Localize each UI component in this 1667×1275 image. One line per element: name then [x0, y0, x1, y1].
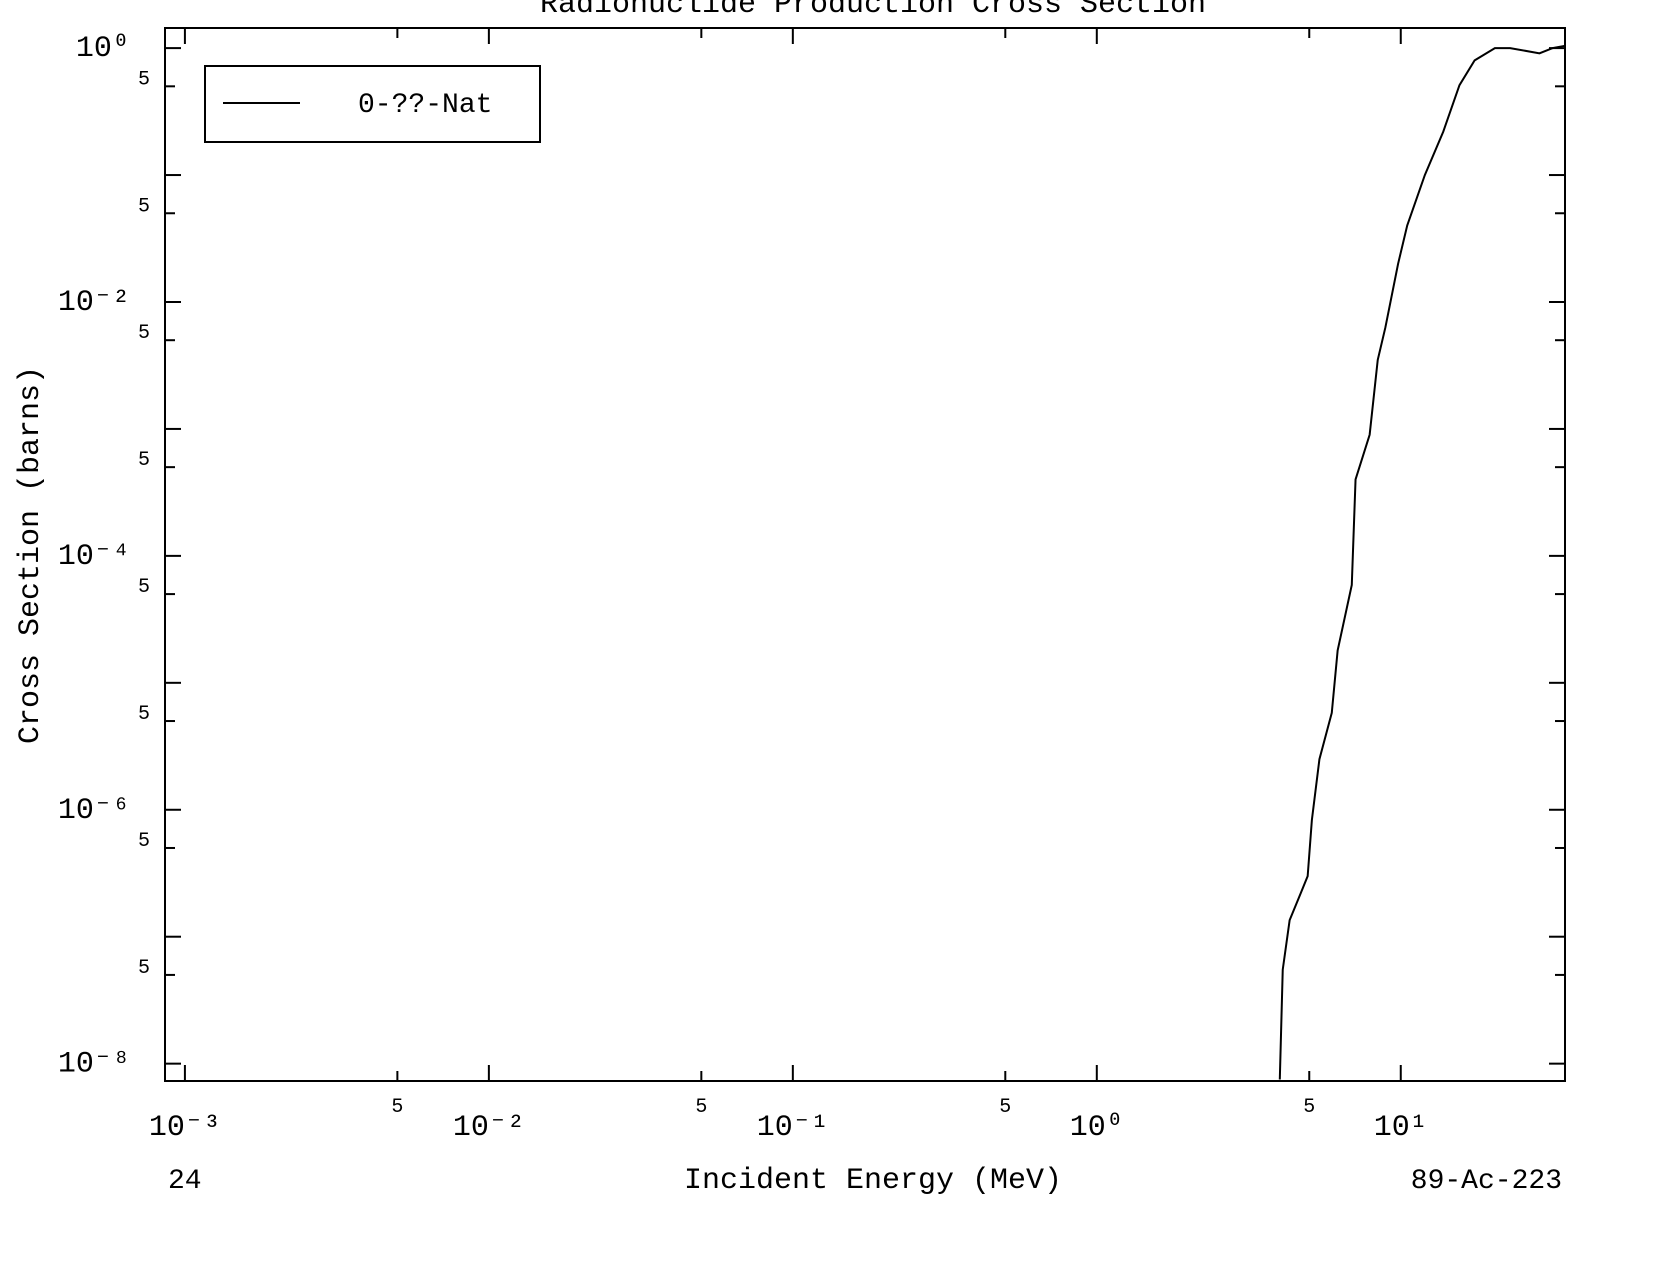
footer-left: 24: [168, 1166, 202, 1197]
y-tick-label: 5: [138, 68, 150, 91]
y-tick-label: 5: [138, 576, 150, 599]
y-tick-label: 5: [138, 957, 150, 980]
y-tick-label: 10⁻⁶: [58, 794, 130, 828]
y-tick-label: 5: [138, 830, 150, 853]
chart-title: Radionuclide Production Cross Section: [540, 0, 1206, 22]
y-tick-label: 5: [138, 703, 150, 726]
x-tick-label: 10⁻³: [149, 1111, 221, 1145]
x-axis-label: Incident Energy (MeV): [684, 1164, 1062, 1198]
x-tick-label: 10⁻²: [453, 1111, 525, 1145]
x-tick-label: 5: [999, 1096, 1011, 1119]
y-tick-label: 10⁰: [76, 32, 130, 66]
y-tick-label: 10⁻⁴: [58, 540, 130, 574]
data-line: [1278, 44, 1565, 1080]
y-tick-label: 5: [138, 449, 150, 472]
y-tick-label: 10⁻⁸: [58, 1048, 130, 1082]
plot-frame: [164, 27, 1566, 1082]
y-axis-label: Cross Section (barns): [14, 366, 48, 744]
x-tick-label: 5: [391, 1096, 403, 1119]
x-tick-label: 5: [695, 1096, 707, 1119]
x-tick-label: 10¹: [1374, 1111, 1428, 1145]
footer-right: 89-Ac-223: [1411, 1166, 1562, 1197]
x-tick-label: 10⁰: [1070, 1111, 1124, 1145]
legend-label: 0-??-Nat: [358, 90, 492, 121]
y-tick-label: 5: [138, 322, 150, 345]
y-tick-label: 5: [138, 195, 150, 218]
x-tick-label: 10⁻¹: [757, 1111, 829, 1145]
y-tick-label: 10⁻²: [58, 286, 130, 320]
x-tick-label: 5: [1303, 1096, 1315, 1119]
